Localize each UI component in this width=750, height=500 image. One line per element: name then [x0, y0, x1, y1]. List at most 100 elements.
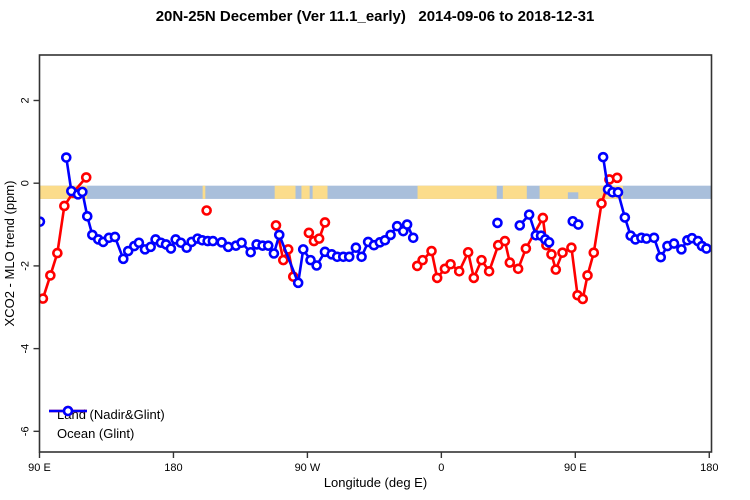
data-point [453, 265, 465, 277]
data-point [165, 243, 177, 254]
data-point [311, 260, 322, 271]
land-band-segment [539, 185, 623, 199]
data-point [109, 231, 121, 243]
data-point [668, 238, 680, 249]
data-point [523, 209, 535, 220]
y-axis-title: XCO2 - MLO trend (ppm) [2, 181, 17, 327]
land-band-segment [502, 185, 527, 199]
data-point [499, 235, 511, 247]
legend-marker-ocean-icon [49, 405, 87, 417]
land-band-segment [312, 185, 328, 199]
land-ocean-band [39, 185, 712, 199]
data-point [385, 229, 396, 241]
data-point [270, 220, 282, 231]
data-point [512, 263, 524, 275]
data-point [566, 242, 577, 254]
x-tick-label: 180 [700, 462, 718, 474]
legend-item-ocean: Ocean (Glint) [47, 405, 165, 443]
plot-border [38, 54, 713, 453]
data-point [268, 248, 280, 259]
data-point [305, 254, 316, 266]
data-point [648, 232, 660, 244]
data-point [462, 246, 474, 258]
data-point [557, 247, 568, 258]
data-point [273, 229, 285, 241]
data-point [431, 272, 443, 284]
data-point [520, 243, 532, 254]
data-point [297, 244, 309, 255]
data-point [514, 220, 526, 231]
data-point [577, 293, 589, 305]
data-point [343, 251, 355, 263]
data-point [504, 257, 516, 268]
data-point [655, 251, 667, 263]
x-axis-title: Longitude (deg E) [324, 475, 427, 490]
chart-title: 20N-25N December (Ver 11.1_early) 2014-0… [155, 8, 595, 25]
data-point [313, 233, 325, 244]
data-point [492, 217, 503, 229]
x-tick-label: 90 W [295, 462, 321, 474]
data-point [117, 253, 129, 265]
data-point [701, 243, 712, 254]
data-point [612, 186, 624, 198]
y-tick-label: 0 [20, 180, 32, 186]
legend-label-ocean: Ocean (Glint) [57, 426, 135, 441]
data-point [407, 232, 419, 244]
data-point [236, 237, 247, 249]
data-point [245, 246, 256, 258]
data-point [537, 212, 549, 224]
data-point [572, 219, 584, 230]
x-tick-label: 0 [438, 462, 444, 474]
data-point [262, 240, 274, 251]
data-point [550, 264, 562, 275]
data-point [619, 212, 631, 223]
y-axis: 2 0 -2 -4 -6 XCO2 - MLO trend (ppm) [2, 97, 40, 436]
data-point [80, 172, 92, 183]
data-point [60, 152, 72, 163]
y-tick-label: -2 [20, 261, 32, 271]
land-band-segment [202, 185, 206, 199]
data-point [292, 277, 304, 289]
data-point [588, 247, 600, 258]
chart-legend: Land (Nadir&Glint) Ocean (Glint) [47, 405, 165, 443]
data-point [417, 254, 428, 266]
data-point [596, 198, 607, 209]
data-point [546, 249, 557, 260]
data-point [445, 258, 456, 270]
data-point [77, 186, 88, 198]
land-band-segment [274, 185, 296, 199]
ocean-band-notch [567, 192, 579, 199]
data-point [468, 272, 480, 284]
y-tick-label: 2 [20, 97, 32, 103]
y-tick-label: -6 [20, 426, 32, 436]
data-point [277, 254, 289, 266]
data-point [201, 205, 212, 216]
data-point [133, 237, 145, 249]
data-point [52, 247, 63, 259]
data-point [145, 241, 156, 253]
data-point [45, 270, 56, 281]
land-band-segment [301, 185, 310, 199]
data-point [356, 251, 367, 263]
data-point [483, 265, 495, 277]
data-point [81, 210, 93, 222]
data-point [39, 293, 49, 304]
series-ocean [39, 151, 712, 289]
data-point [426, 245, 437, 257]
data-point [350, 242, 362, 254]
data-point [59, 200, 70, 212]
data-point [611, 172, 623, 184]
x-tick-label: 90 E [564, 462, 587, 474]
data-point [319, 217, 331, 228]
y-tick-label: -4 [20, 344, 32, 354]
x-tick-label: 180 [164, 462, 182, 474]
data-point [676, 244, 687, 255]
data-point [597, 151, 609, 163]
data-point [582, 270, 593, 281]
data-point [207, 235, 219, 247]
land-band-segment [417, 185, 497, 199]
data-point [303, 227, 315, 239]
data-point [476, 254, 487, 266]
x-axis: 90 E 180 90 W 0 90 E 180 Longitude (deg E) [28, 452, 718, 490]
x-tick-label: 90 E [28, 462, 51, 474]
